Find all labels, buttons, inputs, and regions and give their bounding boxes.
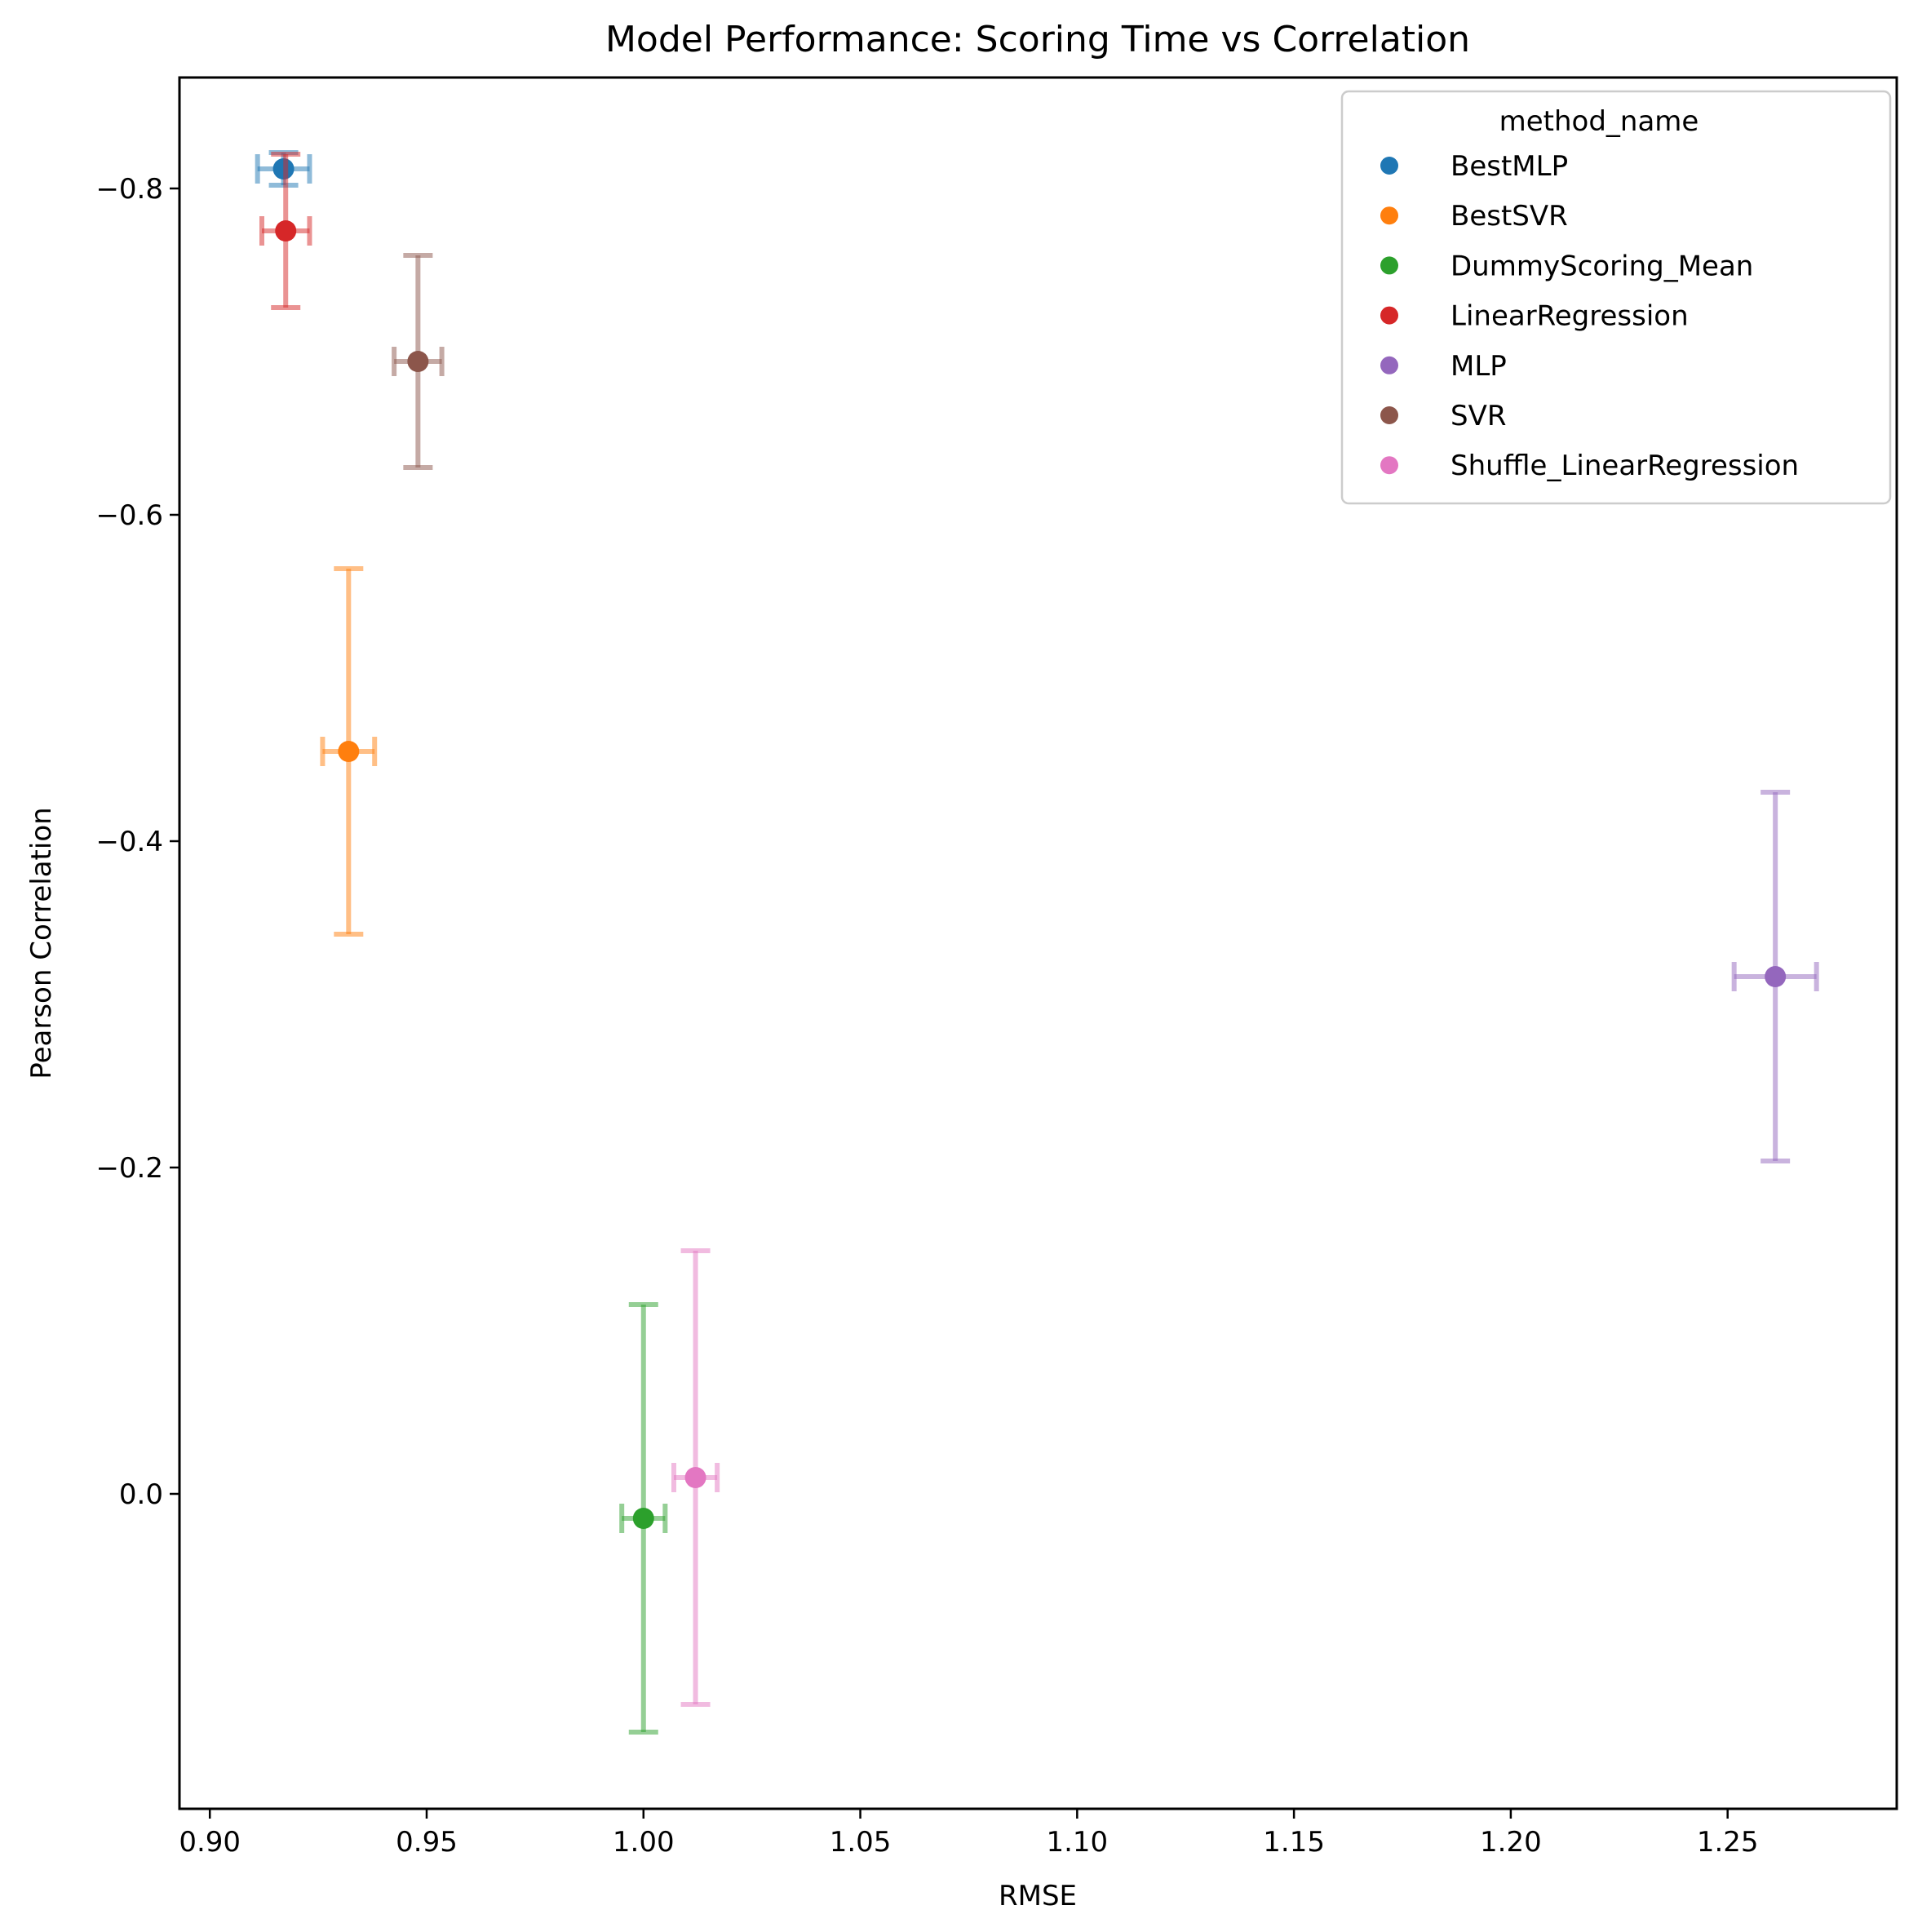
series-SVR — [392, 253, 445, 470]
series-LinearRegression — [259, 152, 312, 310]
legend-label: Shuffle_LinearRegression — [1450, 450, 1799, 482]
legend-label: MLP — [1450, 350, 1507, 383]
x-tick-label: 0.90 — [179, 1826, 241, 1859]
y-tick-label: 0.0 — [119, 1478, 163, 1511]
legend-label: DummyScoring_Mean — [1450, 250, 1753, 282]
y-tick-label: −0.6 — [95, 499, 163, 532]
legend-marker — [1380, 406, 1398, 424]
legend-marker — [1380, 456, 1398, 475]
data-point — [684, 1467, 706, 1488]
legend-marker — [1380, 356, 1398, 374]
x-tick-label: 1.10 — [1046, 1826, 1108, 1859]
y-tick-label: −0.4 — [95, 826, 163, 858]
legend-frame — [1340, 90, 1892, 505]
x-tick-label: 1.25 — [1697, 1826, 1759, 1859]
data-point — [632, 1508, 654, 1529]
data-point — [338, 741, 360, 762]
legend-marker — [1380, 206, 1398, 225]
x-tick-label: 1.05 — [830, 1826, 892, 1859]
data-point — [407, 351, 429, 372]
series-MLP — [1731, 790, 1819, 1163]
series-DummyScoring_Mean — [619, 1302, 668, 1735]
x-tick-label: 1.00 — [613, 1826, 675, 1859]
legend-title: method_name — [1499, 105, 1699, 138]
x-tick-label: 1.20 — [1480, 1826, 1542, 1859]
legend-marker — [1380, 256, 1398, 275]
data-marks — [255, 150, 1819, 1735]
legend-label: SVR — [1450, 400, 1506, 432]
legend-marker — [1380, 306, 1398, 325]
data-point — [275, 220, 297, 242]
x-axis-label: RMSE — [999, 1880, 1077, 1912]
y-tick-label: −0.2 — [95, 1152, 163, 1185]
series-Shuffle_LinearRegression — [671, 1248, 720, 1707]
legend: method_name BestMLP BestSVR DummyScoring_M… — [1340, 90, 1892, 505]
legend-label: BestMLP — [1450, 150, 1568, 183]
data-point — [1765, 966, 1787, 987]
legend-label: BestSVR — [1450, 200, 1568, 233]
y-tick-label: −0.8 — [95, 173, 163, 206]
y-axis: −0.8 −0.6 −0.4 −0.2 0.0 — [95, 173, 179, 1511]
x-axis: 0.90 0.95 1.00 1.05 1.10 1.15 1.20 1.25 — [179, 1809, 1759, 1859]
legend-label: LinearRegression — [1450, 300, 1689, 333]
legend-marker — [1380, 157, 1398, 175]
y-axis-label: Pearson Correlation — [25, 807, 58, 1079]
plot-frame — [178, 76, 1898, 1810]
series-BestSVR — [320, 566, 378, 937]
chart-title: Model Performance: Scoring Time vs Corre… — [605, 19, 1470, 60]
x-tick-label: 1.15 — [1263, 1826, 1325, 1859]
legend-items: BestMLP BestSVR DummyScoring_Mean LinearReg… — [1380, 150, 1799, 482]
x-tick-label: 0.95 — [396, 1826, 458, 1859]
